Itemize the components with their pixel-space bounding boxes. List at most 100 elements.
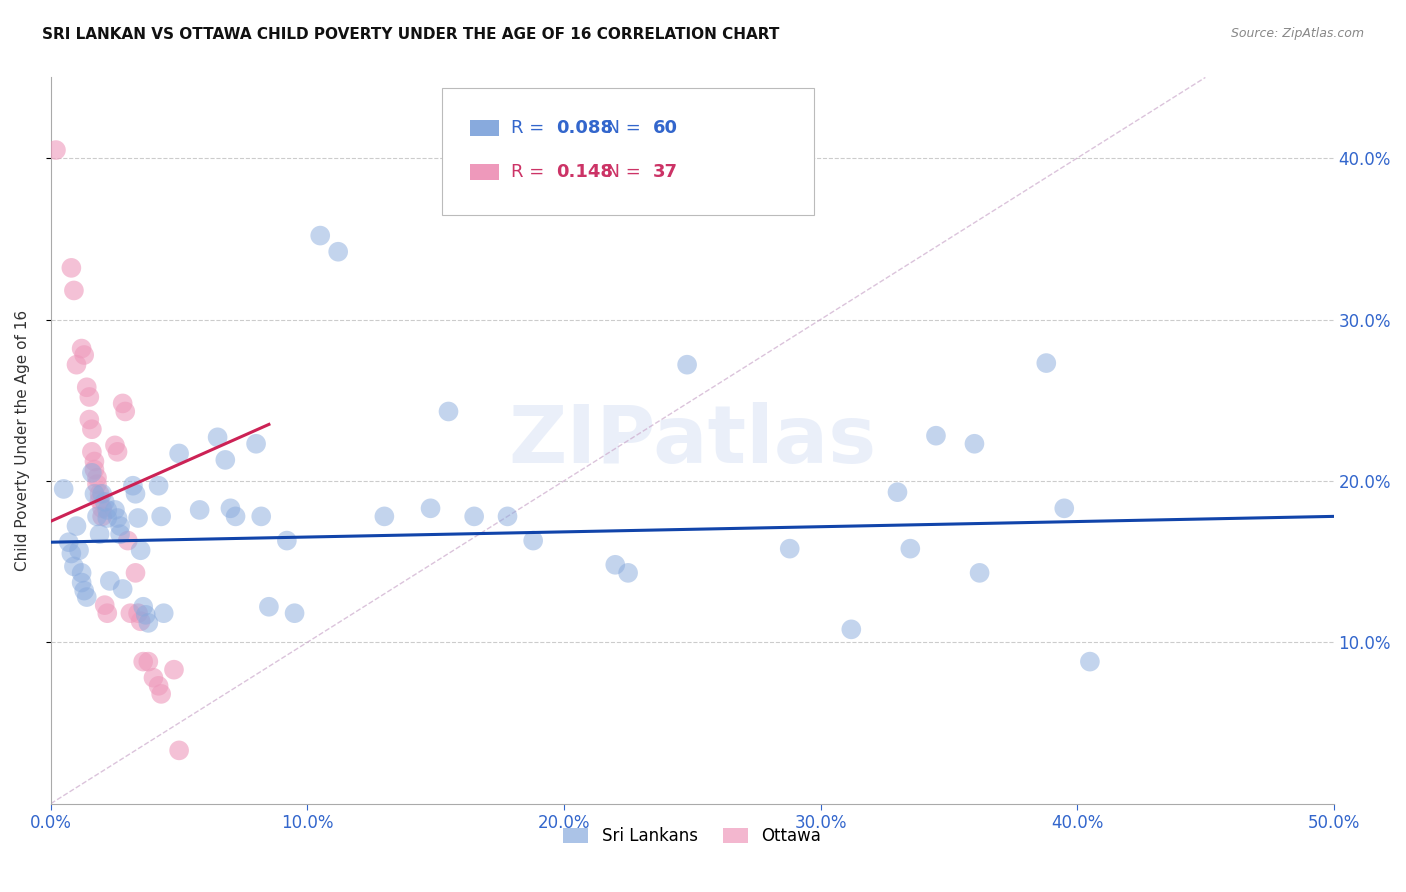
Point <box>83 487 105 501</box>
Point <box>129 543 152 558</box>
Point <box>463 509 485 524</box>
Point <box>150 687 173 701</box>
Point <box>136 615 159 630</box>
Point <box>1078 655 1101 669</box>
Point <box>83 454 105 468</box>
Point <box>963 436 986 450</box>
Point <box>522 533 544 548</box>
Point <box>124 566 146 580</box>
Text: R =: R = <box>512 163 550 181</box>
Point <box>127 511 149 525</box>
Point <box>91 501 114 516</box>
Point <box>219 501 242 516</box>
Point <box>925 428 948 442</box>
Point <box>617 566 640 580</box>
Point <box>63 284 86 298</box>
Point <box>886 485 908 500</box>
Point <box>83 462 105 476</box>
Point <box>86 477 108 491</box>
Point <box>1035 356 1057 370</box>
Text: Source: ZipAtlas.com: Source: ZipAtlas.com <box>1230 27 1364 40</box>
Point <box>80 422 103 436</box>
Point <box>132 655 155 669</box>
Point <box>214 453 236 467</box>
Point <box>70 566 93 580</box>
Point <box>89 493 111 508</box>
Point <box>67 543 90 558</box>
FancyBboxPatch shape <box>471 164 499 180</box>
Point <box>107 445 129 459</box>
Point <box>98 574 121 588</box>
Text: N =: N = <box>595 120 647 137</box>
Point <box>63 559 86 574</box>
Point <box>132 599 155 614</box>
Point <box>276 533 298 548</box>
Point <box>167 743 190 757</box>
Point <box>245 436 267 450</box>
Point <box>188 503 211 517</box>
Point <box>163 663 186 677</box>
Point <box>52 482 75 496</box>
Point <box>65 358 87 372</box>
Point <box>284 606 307 620</box>
Point <box>86 509 108 524</box>
Point <box>135 607 157 622</box>
FancyBboxPatch shape <box>471 120 499 136</box>
Text: N =: N = <box>595 163 647 181</box>
Text: SRI LANKAN VS OTTAWA CHILD POVERTY UNDER THE AGE OF 16 CORRELATION CHART: SRI LANKAN VS OTTAWA CHILD POVERTY UNDER… <box>42 27 779 42</box>
Point <box>73 583 96 598</box>
Text: 60: 60 <box>652 120 678 137</box>
Point <box>79 390 101 404</box>
Point <box>373 509 395 524</box>
FancyBboxPatch shape <box>441 88 814 215</box>
Point <box>96 511 118 525</box>
Text: ZIPatlas: ZIPatlas <box>508 401 876 480</box>
Point <box>117 533 139 548</box>
Point <box>122 479 145 493</box>
Point <box>73 348 96 362</box>
Point <box>148 479 170 493</box>
Y-axis label: Child Poverty Under the Age of 16: Child Poverty Under the Age of 16 <box>15 310 30 571</box>
Point <box>96 606 118 620</box>
Point <box>80 445 103 459</box>
Point <box>148 679 170 693</box>
Point <box>91 509 114 524</box>
Point <box>58 535 80 549</box>
Point <box>207 430 229 444</box>
Point <box>70 342 93 356</box>
Point <box>676 358 699 372</box>
Point <box>152 606 174 620</box>
Point <box>225 509 247 524</box>
Point <box>136 655 159 669</box>
Point <box>104 503 127 517</box>
Point <box>76 380 98 394</box>
Point <box>1053 501 1076 516</box>
Text: 0.148: 0.148 <box>557 163 613 181</box>
Point <box>257 599 280 614</box>
Point <box>779 541 801 556</box>
Point <box>328 244 350 259</box>
Point <box>605 558 627 572</box>
Text: R =: R = <box>512 120 550 137</box>
Text: 37: 37 <box>652 163 678 181</box>
Point <box>45 143 67 157</box>
Point <box>309 228 332 243</box>
Point <box>70 575 93 590</box>
Point <box>89 527 111 541</box>
Point <box>108 527 131 541</box>
Point <box>124 487 146 501</box>
Point <box>91 487 114 501</box>
Point <box>93 598 115 612</box>
Point <box>104 438 127 452</box>
Point <box>60 260 83 275</box>
Point <box>969 566 991 580</box>
Point <box>898 541 921 556</box>
Point <box>111 582 134 596</box>
Point <box>111 396 134 410</box>
Point <box>76 590 98 604</box>
Point <box>108 519 131 533</box>
Point <box>96 503 118 517</box>
Point <box>114 404 136 418</box>
Legend: Sri Lankans, Ottawa: Sri Lankans, Ottawa <box>555 819 830 854</box>
Point <box>65 519 87 533</box>
